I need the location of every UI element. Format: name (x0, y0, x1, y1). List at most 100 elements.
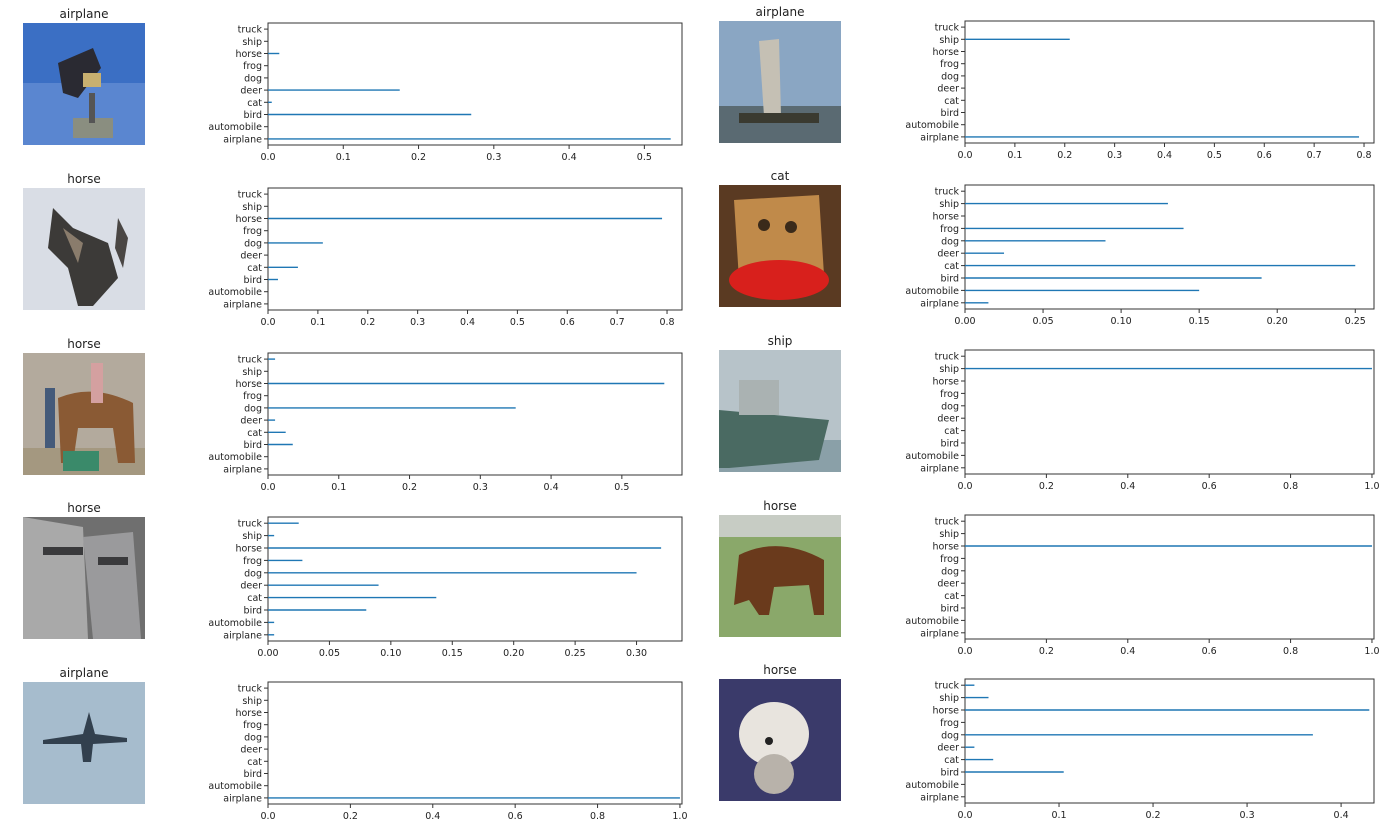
y-tick-label: deer (937, 249, 959, 260)
x-tick-label: 0.1 (1051, 810, 1066, 821)
y-tick-label: horse (932, 47, 959, 58)
plot-frame (267, 681, 683, 805)
y-tick-label: airplane (920, 463, 959, 474)
x-tick-label: 0.4 (425, 811, 440, 822)
x-tick-label: 0.8 (590, 811, 605, 822)
y-tick-label: deer (937, 414, 959, 425)
y-tick-label: cat (247, 98, 262, 109)
y-tick-label: automobile (905, 780, 959, 791)
plot-frame (964, 20, 1375, 144)
x-tick-label: 1.0 (1364, 481, 1379, 492)
x-tick-label: 0.4 (1120, 646, 1135, 657)
white-dog-image (719, 679, 841, 801)
y-tick-label: dog (941, 236, 959, 247)
x-tick-label: 0.5 (510, 317, 525, 328)
y-tick-label: dog (941, 401, 959, 412)
x-tick-label: 0.00 (954, 316, 975, 327)
x-tick-label: 0.10 (380, 648, 401, 659)
y-tick-label: bird (941, 274, 959, 285)
y-tick-label: automobile (905, 616, 959, 627)
panel-title: horse (67, 172, 101, 186)
y-tick-label: airplane (920, 792, 959, 803)
plot-frame (964, 184, 1375, 310)
plot-frame (267, 22, 683, 146)
y-tick-label: dog (244, 732, 262, 743)
panel-title: airplane (59, 666, 109, 680)
y-tick-label: automobile (208, 781, 262, 792)
x-tick-label: 0.0 (260, 152, 275, 163)
x-tick-label: 0.2 (411, 152, 426, 163)
y-tick-label: deer (240, 86, 262, 97)
x-tick-label: 0.3 (486, 152, 501, 163)
x-tick-label: 0.8 (1356, 150, 1371, 161)
y-tick-label: bird (941, 768, 959, 779)
x-tick-label: 0.00 (257, 648, 278, 659)
bar-chart: airplaneautomobilebirdcatdeerdogfroghors… (208, 352, 683, 493)
y-tick-label: frog (243, 720, 262, 731)
x-tick-label: 0.0 (957, 646, 972, 657)
x-tick-label: 0.8 (659, 317, 674, 328)
y-tick-label: automobile (208, 122, 262, 133)
y-tick-label: truck (935, 517, 960, 528)
y-tick-label: truck (935, 681, 960, 692)
y-tick-label: cat (247, 428, 262, 439)
y-tick-label: automobile (208, 452, 262, 463)
y-tick-label: airplane (920, 132, 959, 143)
x-tick-label: 0.6 (560, 317, 575, 328)
x-tick-label: 0.5 (614, 482, 629, 493)
y-tick-label: truck (238, 519, 263, 530)
panel-title: horse (763, 499, 797, 513)
y-tick-label: airplane (223, 464, 262, 475)
airplane-in-sky-image (23, 682, 145, 804)
bar-chart: airplaneautomobilebirdcatdeerdogfroghors… (208, 22, 683, 163)
x-tick-label: 0.0 (957, 150, 972, 161)
y-tick-label: ship (242, 531, 262, 542)
x-tick-label: 0.6 (1202, 481, 1217, 492)
y-tick-label: airplane (223, 134, 262, 145)
y-tick-label: ship (939, 35, 959, 46)
y-tick-label: ship (242, 696, 262, 707)
x-tick-label: 0.2 (1057, 150, 1072, 161)
y-tick-label: bird (244, 769, 262, 780)
y-tick-label: frog (940, 554, 959, 565)
y-tick-label: bird (244, 440, 262, 451)
x-tick-label: 0.4 (1120, 481, 1135, 492)
y-tick-label: airplane (920, 628, 959, 639)
y-tick-label: dog (941, 71, 959, 82)
y-tick-label: truck (935, 352, 960, 363)
y-tick-label: automobile (905, 451, 959, 462)
x-tick-label: 0.1 (1007, 150, 1022, 161)
y-tick-label: automobile (905, 286, 959, 297)
y-tick-label: cat (944, 591, 959, 602)
y-tick-label: automobile (208, 287, 262, 298)
x-tick-label: 0.6 (1202, 646, 1217, 657)
x-tick-label: 0.2 (402, 482, 417, 493)
bar-chart: airplaneautomobilebirdcatdeerdogfroghors… (905, 20, 1375, 161)
x-tick-label: 0.0 (260, 811, 275, 822)
bar-chart: airplaneautomobilebirdcatdeerdogfroghors… (905, 349, 1380, 492)
y-tick-label: cat (944, 426, 959, 437)
y-tick-label: frog (940, 59, 959, 70)
x-tick-label: 0.0 (260, 317, 275, 328)
ship-image (719, 350, 841, 472)
panel-title: airplane (59, 7, 109, 21)
y-tick-label: horse (235, 214, 262, 225)
x-tick-label: 0.8 (1283, 646, 1298, 657)
x-tick-label: 0.25 (565, 648, 586, 659)
y-tick-label: cat (247, 263, 262, 274)
y-tick-label: ship (939, 529, 959, 540)
y-tick-label: truck (238, 355, 263, 366)
x-tick-label: 0.7 (610, 317, 625, 328)
cat-with-red-object-image (719, 185, 841, 307)
y-tick-label: dog (941, 730, 959, 741)
y-tick-label: horse (932, 377, 959, 388)
y-tick-label: automobile (905, 120, 959, 131)
x-tick-label: 0.10 (1111, 316, 1132, 327)
y-tick-label: frog (243, 556, 262, 567)
plot-frame (964, 678, 1375, 804)
x-tick-label: 0.4 (562, 152, 577, 163)
y-tick-label: deer (240, 416, 262, 427)
x-tick-label: 0.0 (957, 810, 972, 821)
x-tick-label: 0.3 (1107, 150, 1122, 161)
